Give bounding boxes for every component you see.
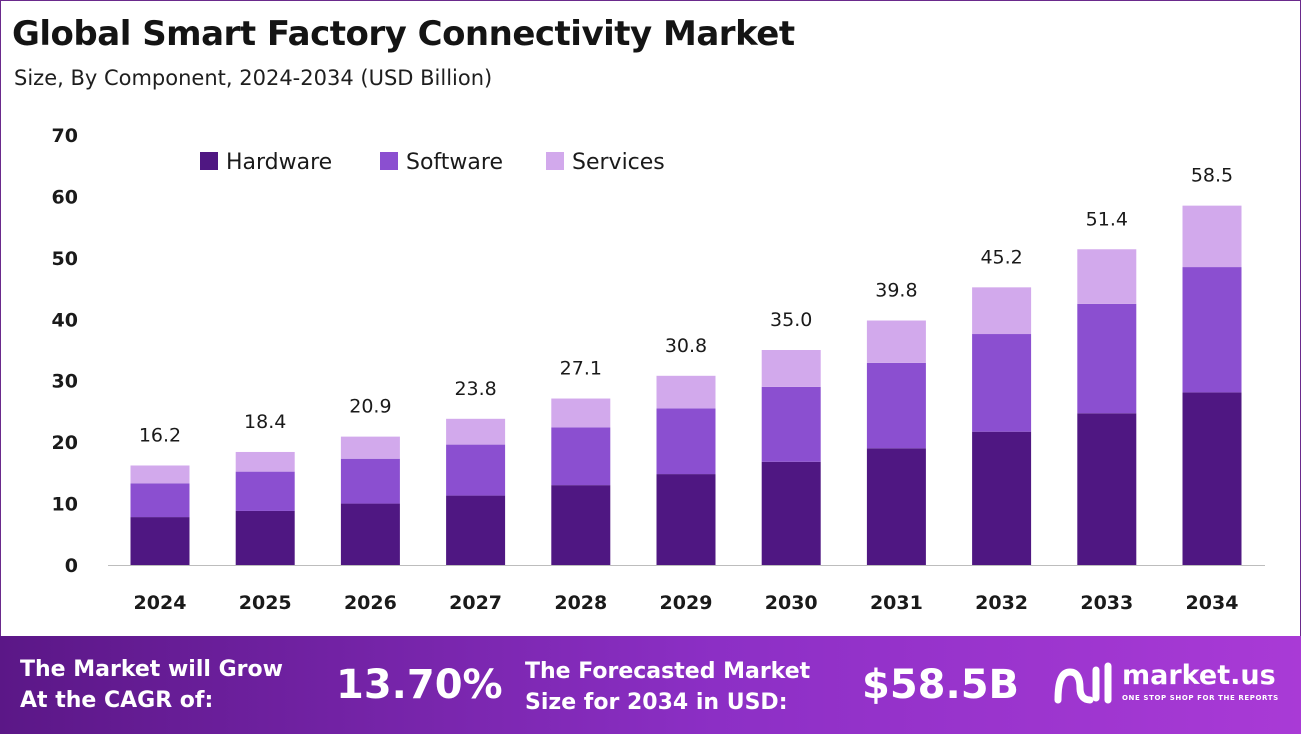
x-tick-label-2032: 2032 xyxy=(975,592,1028,614)
bar-software-2027 xyxy=(446,444,506,496)
total-label-2029: 30.8 xyxy=(665,335,707,357)
y-tick-label: 70 xyxy=(52,125,78,147)
bar-hardware-2025 xyxy=(235,510,295,565)
cagr-label-line2: At the CAGR of: xyxy=(20,688,214,713)
bar-hardware-2034 xyxy=(1182,392,1242,565)
bar-software-2026 xyxy=(340,458,400,504)
footer-banner: The Market will Grow At the CAGR of: 13.… xyxy=(0,636,1301,734)
y-tick-label: 60 xyxy=(52,186,78,208)
bar-software-2033 xyxy=(1077,303,1137,414)
legend-label-software: Software xyxy=(406,150,503,175)
legend-label-services: Services xyxy=(572,150,665,175)
x-tick-label-2031: 2031 xyxy=(870,592,923,614)
x-tick-label-2026: 2026 xyxy=(344,592,397,614)
forecast-label: The Forecasted Market Size for 2034 in U… xyxy=(525,656,810,718)
bar-software-2024 xyxy=(130,483,190,518)
forecast-value: $58.5B xyxy=(862,662,1020,708)
bar-services-2033 xyxy=(1077,249,1137,304)
bar-services-2026 xyxy=(340,436,400,459)
bar-software-2025 xyxy=(235,471,295,511)
total-label-2027: 23.8 xyxy=(454,378,496,400)
total-label-2034: 58.5 xyxy=(1191,165,1233,187)
legend-swatch-services xyxy=(546,152,564,170)
total-label-2030: 35.0 xyxy=(770,309,812,331)
legend-label-hardware: Hardware xyxy=(226,150,332,175)
total-label-2031: 39.8 xyxy=(875,280,917,302)
chart-title: Global Smart Factory Connectivity Market xyxy=(12,14,795,54)
bar-hardware-2029 xyxy=(656,474,716,565)
bar-hardware-2030 xyxy=(761,461,821,565)
bar-hardware-2031 xyxy=(866,448,926,565)
x-tick-label-2034: 2034 xyxy=(1186,592,1239,614)
x-tick-label-2024: 2024 xyxy=(134,592,187,614)
bar-hardware-2027 xyxy=(446,495,506,565)
bar-services-2031 xyxy=(866,320,926,363)
bar-services-2029 xyxy=(656,375,716,409)
bar-services-2025 xyxy=(235,451,295,472)
y-tick-label: 0 xyxy=(65,555,78,577)
total-label-2032: 45.2 xyxy=(980,246,1022,268)
x-tick-label-2029: 2029 xyxy=(660,592,713,614)
bar-software-2030 xyxy=(761,386,821,462)
y-tick-label: 20 xyxy=(52,432,78,454)
bar-services-2028 xyxy=(551,398,611,428)
chart-subtitle: Size, By Component, 2024-2034 (USD Billi… xyxy=(14,66,493,90)
total-label-2024: 16.2 xyxy=(139,424,181,446)
stacked-bar-chart: 01020304050607016.2202418.4202520.920262… xyxy=(52,125,1265,614)
cagr-label-line1: The Market will Grow xyxy=(20,657,283,682)
total-label-2033: 51.4 xyxy=(1086,208,1128,230)
bar-software-2031 xyxy=(866,362,926,449)
bar-hardware-2028 xyxy=(551,485,611,565)
x-tick-label-2025: 2025 xyxy=(239,592,292,614)
cagr-label: The Market will Grow At the CAGR of: xyxy=(20,654,283,716)
bar-services-2030 xyxy=(761,350,821,387)
bar-hardware-2026 xyxy=(340,503,400,565)
bar-software-2032 xyxy=(972,334,1032,432)
bar-services-2027 xyxy=(446,418,506,445)
x-tick-label-2030: 2030 xyxy=(765,592,818,614)
forecast-label-line1: The Forecasted Market xyxy=(525,659,811,684)
cagr-value: 13.70% xyxy=(336,662,503,708)
x-tick-label-2033: 2033 xyxy=(1080,592,1133,614)
brand-name: market.us xyxy=(1122,660,1276,691)
total-label-2028: 27.1 xyxy=(560,358,602,380)
total-label-2026: 20.9 xyxy=(349,396,391,418)
y-tick-label: 10 xyxy=(52,494,78,516)
bar-software-2029 xyxy=(656,408,716,475)
bar-software-2028 xyxy=(551,427,611,486)
bar-services-2032 xyxy=(972,287,1032,335)
forecast-label-line2: Size for 2034 in USD: xyxy=(525,690,788,715)
x-tick-label-2028: 2028 xyxy=(554,592,607,614)
y-tick-label: 30 xyxy=(52,371,78,393)
bar-hardware-2033 xyxy=(1077,413,1137,565)
market-us-logo-icon xyxy=(1054,662,1112,704)
bar-hardware-2024 xyxy=(130,517,190,565)
legend-swatch-software xyxy=(380,152,398,170)
brand-logo[interactable]: market.us ONE STOP SHOP FOR THE REPORTS xyxy=(1052,658,1292,714)
y-tick-label: 40 xyxy=(52,309,78,331)
legend-swatch-hardware xyxy=(200,152,218,170)
y-tick-label: 50 xyxy=(52,248,78,270)
x-tick-label-2027: 2027 xyxy=(449,592,502,614)
bar-services-2024 xyxy=(130,465,190,484)
bar-services-2034 xyxy=(1182,205,1242,268)
brand-tagline: ONE STOP SHOP FOR THE REPORTS xyxy=(1122,694,1279,702)
bar-software-2034 xyxy=(1182,267,1242,393)
total-label-2025: 18.4 xyxy=(244,411,286,433)
bar-hardware-2032 xyxy=(972,431,1032,565)
